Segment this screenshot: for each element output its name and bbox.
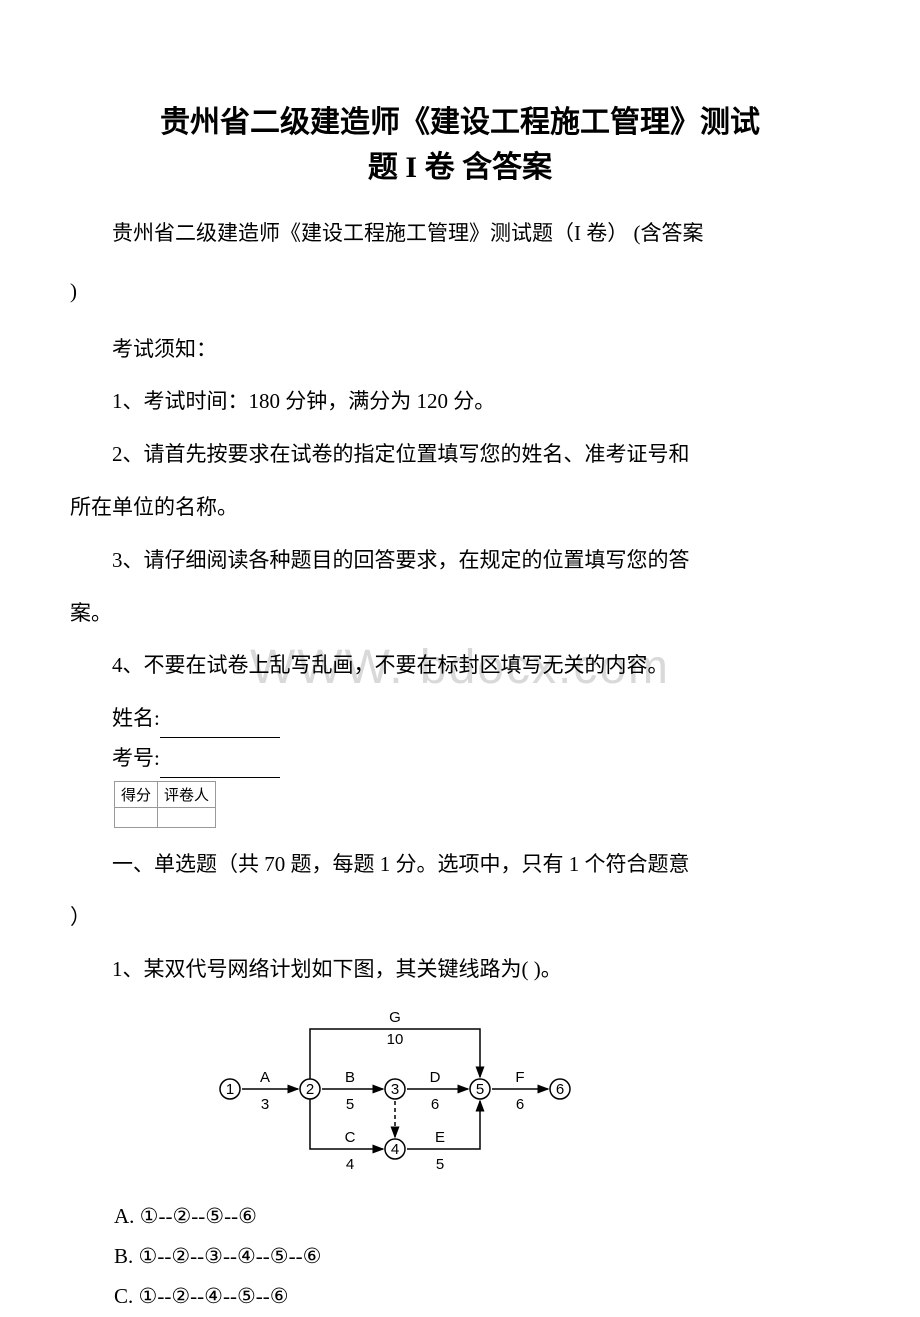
section-1a: 一、单选题（共 70 题，每题 1 分。选项中，只有 1 个符合题意 [70, 846, 850, 884]
title-line-1: 贵州省二级建造师《建设工程施工管理》测试 [160, 106, 760, 139]
subtitle-line2: ) [70, 273, 850, 311]
score-cell[interactable] [115, 807, 158, 827]
network-diagram: A 3 B 5 D 6 F 6 C 4 E 5 G 10 1 2 3 4 5 6 [200, 1004, 590, 1179]
name-blank[interactable] [160, 713, 280, 738]
svg-text:4: 4 [346, 1156, 354, 1173]
rule-3a: 3、请仔细阅读各种题目的回答要求，在规定的位置填写您的答 [70, 542, 850, 580]
rule-4: 4、不要在试卷上乱写乱画，不要在标封区填写无关的内容。 [70, 647, 850, 685]
score-header: 得分 [115, 781, 158, 807]
title-line-2: 题 I 卷 含答案 [368, 151, 552, 184]
rule-2b: 所在单位的名称。 [70, 489, 850, 527]
grader-header: 评卷人 [158, 781, 216, 807]
grader-cell[interactable] [158, 807, 216, 827]
rule-3b: 案。 [70, 595, 850, 633]
document-content: 贵州省二级建造师《建设工程施工管理》测试 题 I 卷 含答案 贵州省二级建造师《… [70, 100, 850, 1317]
svg-text:2: 2 [306, 1081, 314, 1098]
svg-text:E: E [435, 1129, 445, 1146]
rule-2a: 2、请首先按要求在试卷的指定位置填写您的姓名、准考证号和 [70, 436, 850, 474]
id-blank[interactable] [160, 753, 280, 778]
svg-text:D: D [430, 1069, 441, 1086]
svg-text:10: 10 [387, 1031, 404, 1048]
section-1b: ） [70, 899, 850, 937]
svg-text:C: C [345, 1129, 356, 1146]
subtitle-line1: 贵州省二级建造师《建设工程施工管理》测试题（I 卷） (含答案 [70, 215, 850, 253]
name-field: 姓名: [70, 700, 850, 738]
id-field: 考号: [70, 740, 850, 778]
page-title: 贵州省二级建造师《建设工程施工管理》测试 题 I 卷 含答案 [70, 100, 850, 190]
svg-text:5: 5 [346, 1096, 354, 1113]
svg-text:F: F [515, 1069, 524, 1086]
svg-text:1: 1 [226, 1081, 234, 1098]
option-a: A. ①--②--⑤--⑥ [114, 1197, 850, 1237]
name-label: 姓名: [112, 706, 160, 730]
svg-text:6: 6 [516, 1096, 524, 1113]
svg-text:3: 3 [261, 1096, 269, 1113]
svg-text:A: A [260, 1069, 270, 1086]
svg-text:6: 6 [556, 1081, 564, 1098]
option-c: C. ①--②--④--⑤--⑥ [114, 1277, 850, 1317]
svg-text:4: 4 [391, 1141, 399, 1158]
svg-text:B: B [345, 1069, 355, 1086]
q1-stem: 1、某双代号网络计划如下图，其关键线路为( )。 [70, 951, 850, 989]
instructions-heading: 考试须知： [70, 331, 850, 369]
option-b: B. ①--②--③--④--⑤--⑥ [114, 1237, 850, 1277]
svg-text:5: 5 [476, 1081, 484, 1098]
score-table: 得分 评卷人 [114, 781, 216, 828]
svg-text:3: 3 [391, 1081, 399, 1098]
q1-options: A. ①--②--⑤--⑥ B. ①--②--③--④--⑤--⑥ C. ①--… [114, 1197, 850, 1317]
svg-text:5: 5 [436, 1156, 444, 1173]
rule-1: 1、考试时间：180 分钟，满分为 120 分。 [70, 383, 850, 421]
svg-text:G: G [389, 1009, 401, 1026]
svg-text:6: 6 [431, 1096, 439, 1113]
id-label: 考号: [112, 746, 160, 770]
